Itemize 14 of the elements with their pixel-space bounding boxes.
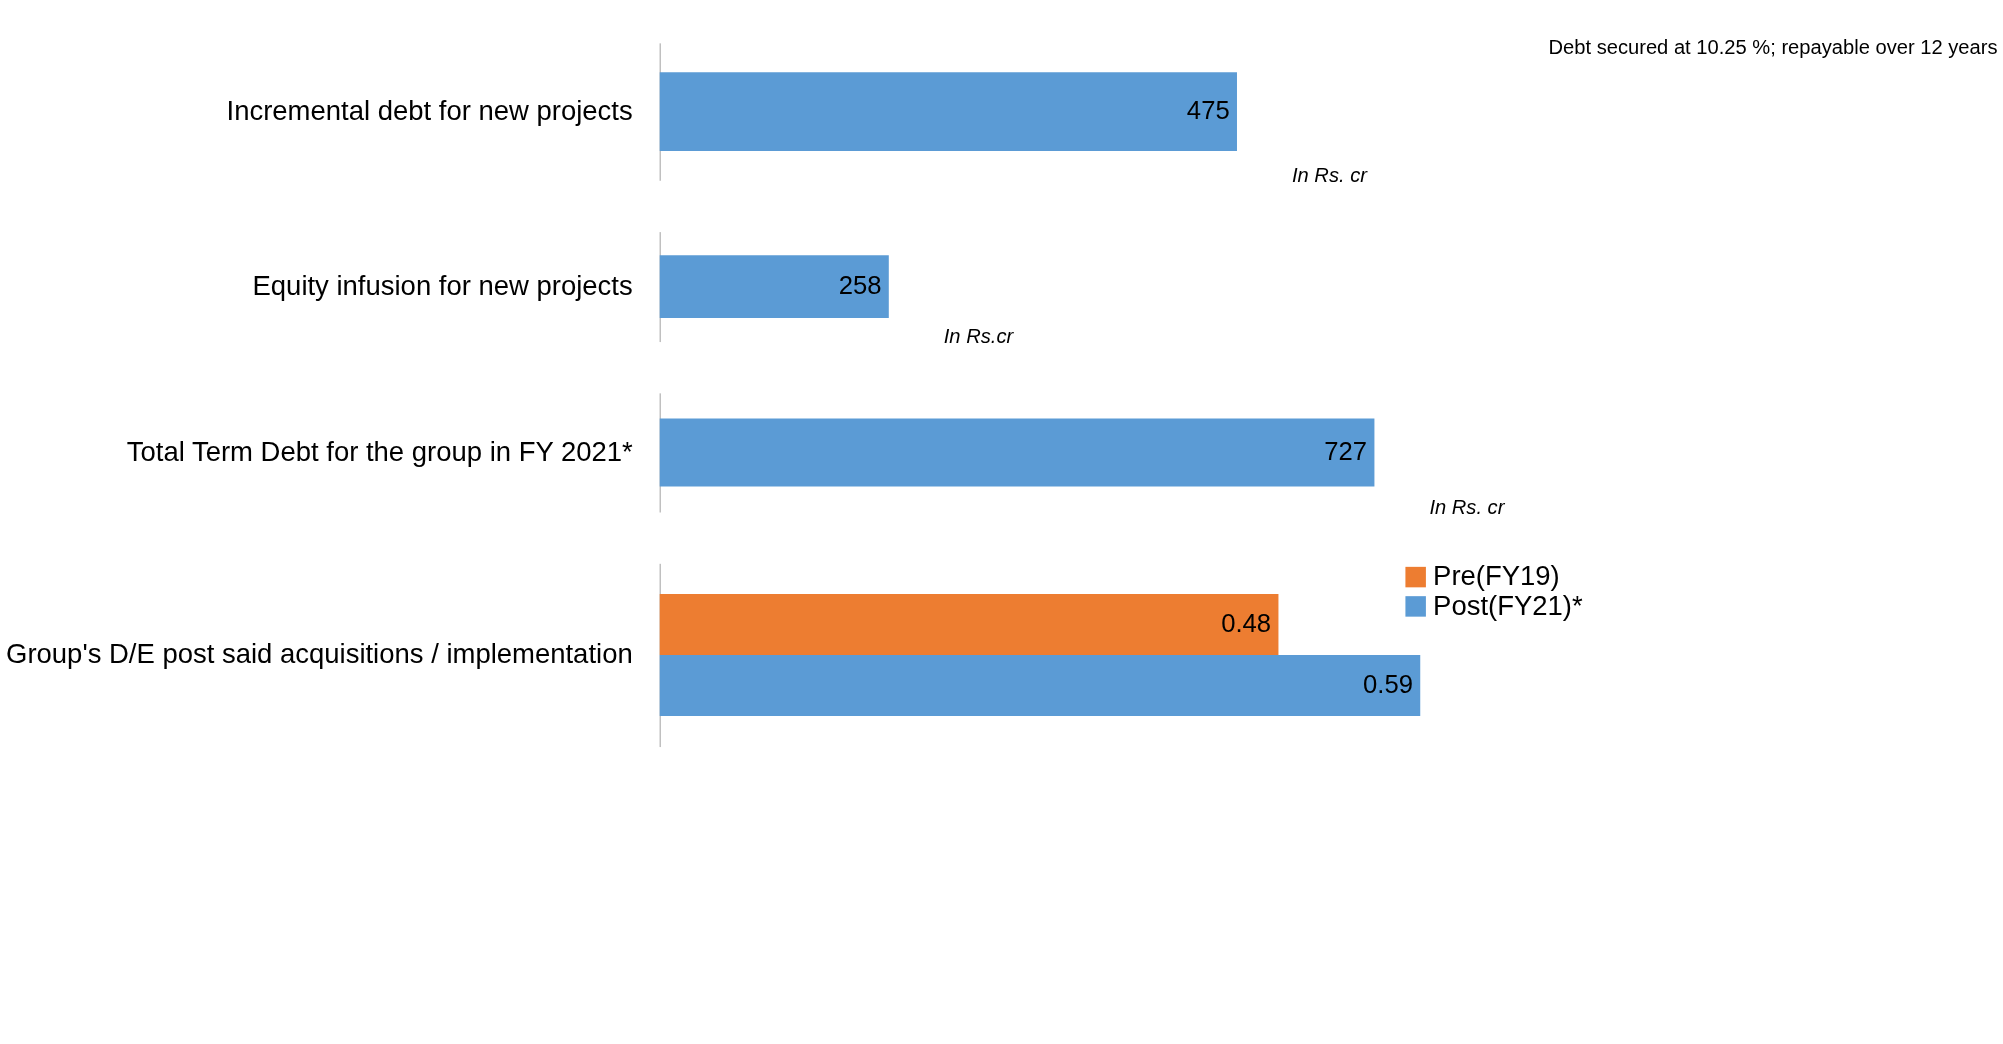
text: In Rs. cr: [1429, 495, 1506, 518]
data-label: 258: [838, 270, 882, 299]
y-tick-label: Group's D/E post said acquisitions / implementation: [6, 638, 633, 670]
data-label: 0.59: [1363, 669, 1413, 698]
text: Debt secured at 10.25 %; repayable over 12 years: [1548, 35, 1998, 58]
text: In Rs.cr: [943, 325, 1015, 348]
data-label: 727: [1324, 436, 1368, 465]
data-label: 475: [1186, 95, 1230, 124]
y-tick-label: Incremental debt for new projects: [226, 94, 633, 126]
legend-label: Pre(FY19): [1433, 560, 1560, 592]
text: In Rs. cr: [1291, 164, 1369, 187]
y-tick-label: Total Term Debt for the group in FY 2021*: [126, 435, 633, 467]
data-label: 0.48: [1221, 608, 1272, 637]
y-tick-label: Equity infusion for new projects: [252, 269, 633, 301]
